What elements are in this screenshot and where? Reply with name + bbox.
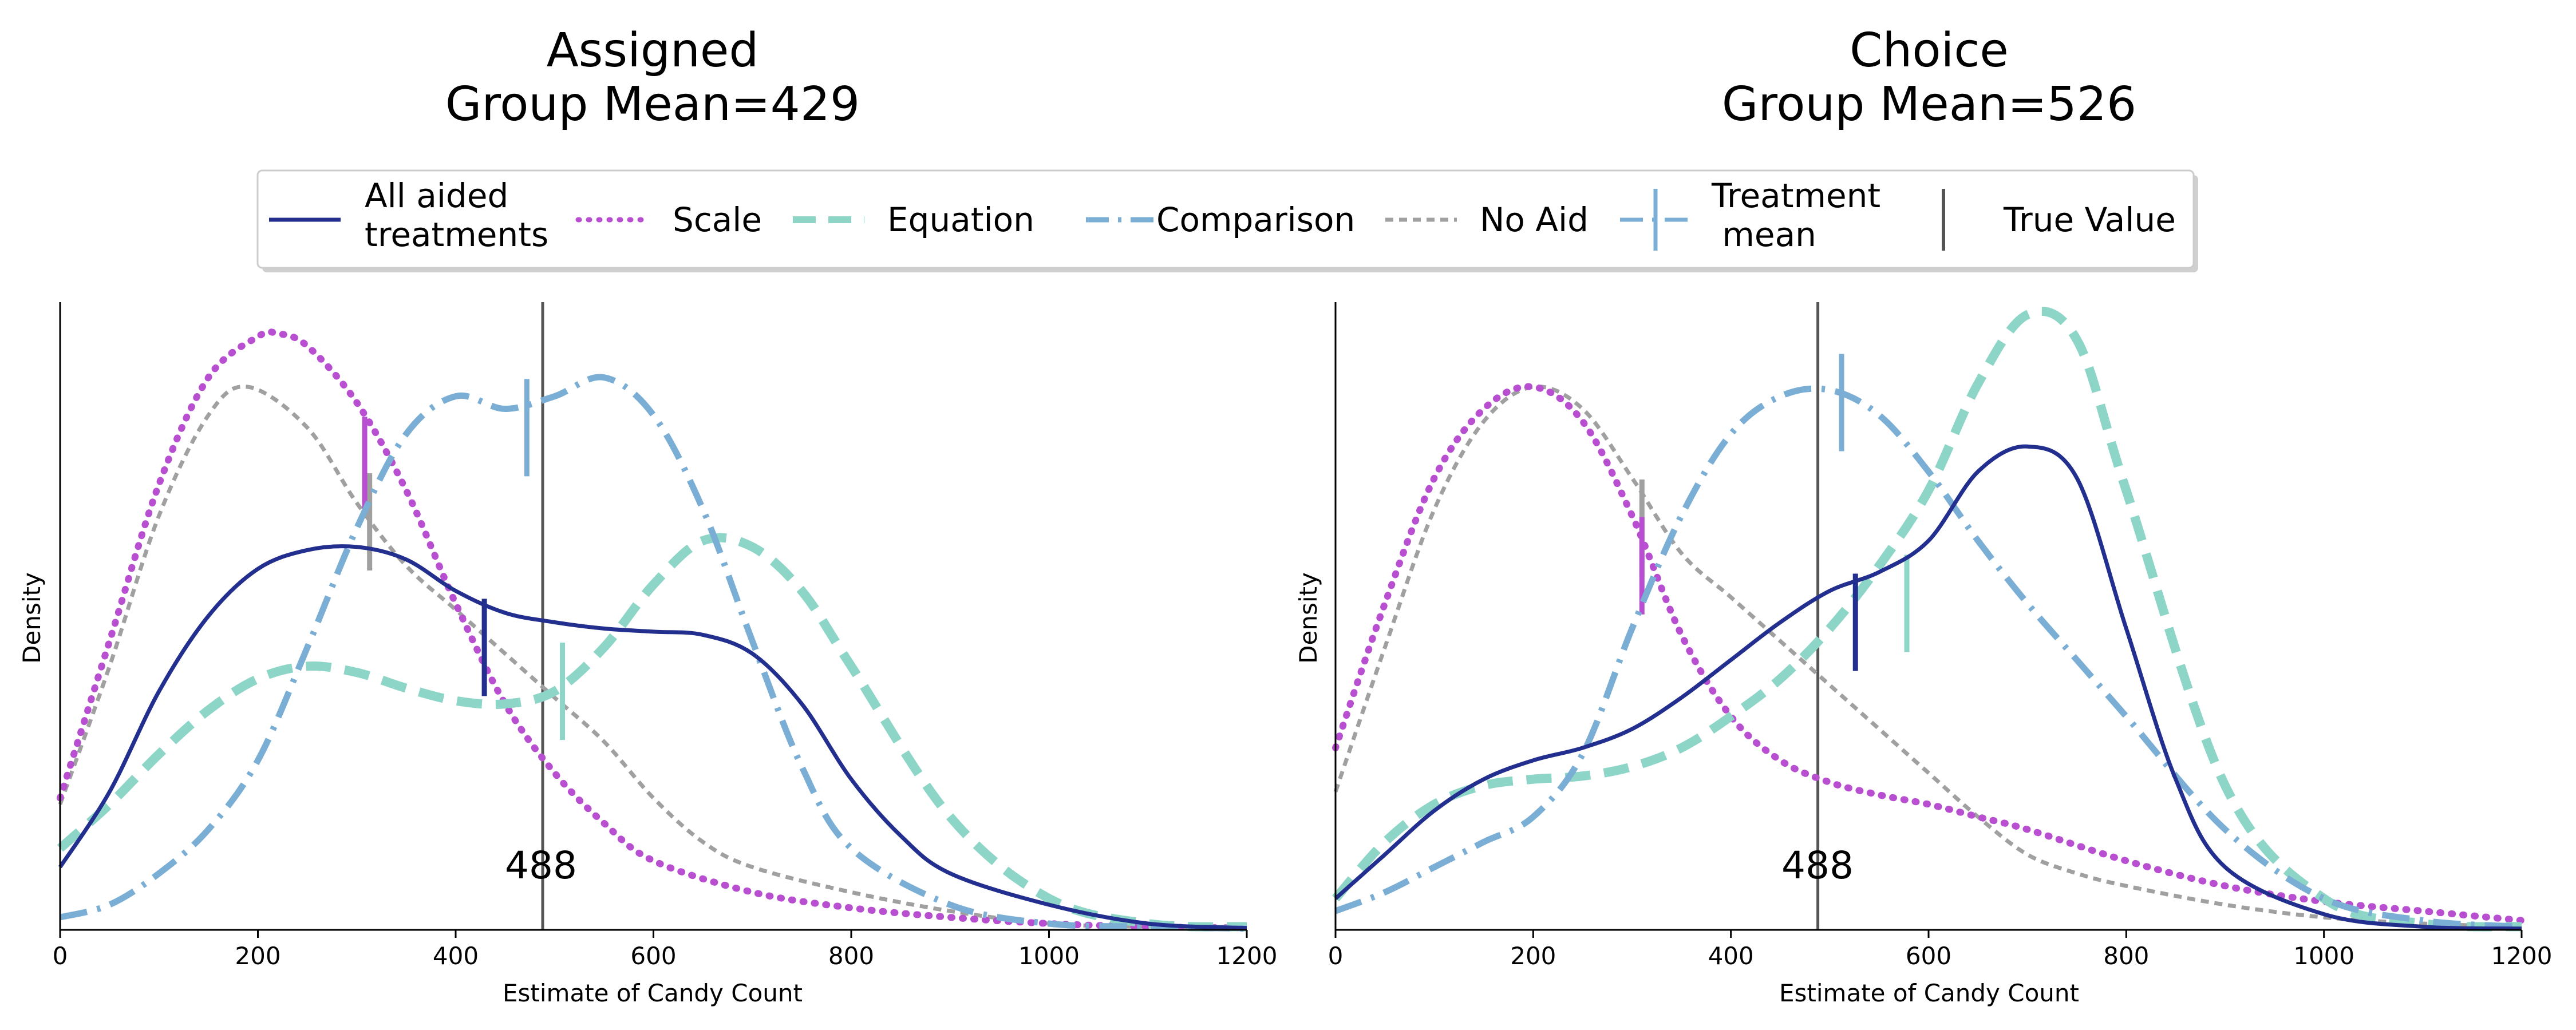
left-x-axis-label: Estimate of Candy Count xyxy=(503,979,803,1007)
right-x-tick-label: 0 xyxy=(1328,942,1344,970)
left-series-all xyxy=(58,544,1247,930)
left-x-tick-label: 600 xyxy=(630,942,676,970)
left-x-tick-label: 800 xyxy=(828,942,874,970)
left-x-tick-label: 1000 xyxy=(1018,942,1080,970)
right-series-scale xyxy=(1332,383,2525,924)
left-series xyxy=(57,302,1250,932)
legend-scale-label: Scale xyxy=(673,200,762,239)
right-series-comparison xyxy=(1334,385,2522,930)
legend-true-value-label: True Value xyxy=(2003,200,2176,239)
right-series-equation xyxy=(1332,307,2522,932)
right-true-value-label: 488 xyxy=(1781,843,1854,888)
legend-comparison-label: Comparison xyxy=(1156,200,1355,239)
left-title-line1: Assigned xyxy=(547,23,759,78)
legend-all-label-line2: treatments xyxy=(365,215,548,254)
right-axes: 0 200 400 600 800 1000 1200 xyxy=(1328,302,2553,970)
right-y-axis-label: Density xyxy=(1294,572,1322,664)
right-series xyxy=(1332,302,2525,932)
legend: All aided treatments Scale Equation Comp… xyxy=(256,169,2198,272)
left-panel: 0 200 400 600 800 1000 1200 488 Estimate of Ca… xyxy=(18,302,1277,1007)
right-x-tick-label: 600 xyxy=(1906,942,1951,970)
left-x-tick-label: 0 xyxy=(53,942,68,970)
left-series-comparison xyxy=(59,374,1247,932)
left-x-tick-label: 400 xyxy=(433,942,479,970)
right-x-tick-label: 800 xyxy=(2103,942,2149,970)
right-title-line1: Choice xyxy=(1850,23,2009,78)
right-x-tick-label: 1000 xyxy=(2293,942,2354,970)
right-x-tick-label: 1200 xyxy=(2491,942,2553,970)
left-series-no-aid xyxy=(58,385,1247,929)
left-x-tick-label: 200 xyxy=(235,942,280,970)
right-panel: 0 200 400 600 800 1000 1200 488 Estimate of Ca… xyxy=(1294,302,2552,1007)
left-title: Assigned Group Mean=429 xyxy=(445,23,860,132)
legend-treatment-mean-line1: Treatment xyxy=(1711,176,1880,215)
legend-all-label-line1: All aided xyxy=(365,176,508,215)
legend-treatment-mean-line2: mean xyxy=(1712,215,1816,254)
legend-no-aid-label: No Aid xyxy=(1480,200,1589,239)
legend-frame xyxy=(256,169,2195,269)
right-title: Choice Group Mean=526 xyxy=(1722,23,2136,132)
left-title-line2: Group Mean=429 xyxy=(445,77,860,132)
legend-treatment-mean-swatch xyxy=(1620,189,1692,251)
legend-equation-label: Equation xyxy=(887,200,1034,239)
right-title-line2: Group Mean=526 xyxy=(1722,77,2136,132)
left-series-equation xyxy=(57,533,1247,932)
left-x-tick-label: 1200 xyxy=(1216,942,1278,970)
right-series-no-aid xyxy=(1333,385,2522,929)
left-axes: 0 200 400 600 800 1000 1200 xyxy=(53,302,1278,970)
left-y-axis-label: Density xyxy=(18,572,46,664)
right-x-tick-label: 200 xyxy=(1510,942,1556,970)
right-x-axis-label: Estimate of Candy Count xyxy=(1779,979,2079,1007)
right-x-tick-label: 400 xyxy=(1708,942,1754,970)
left-true-value-label: 488 xyxy=(505,843,577,888)
right-series-all xyxy=(1334,444,2522,931)
